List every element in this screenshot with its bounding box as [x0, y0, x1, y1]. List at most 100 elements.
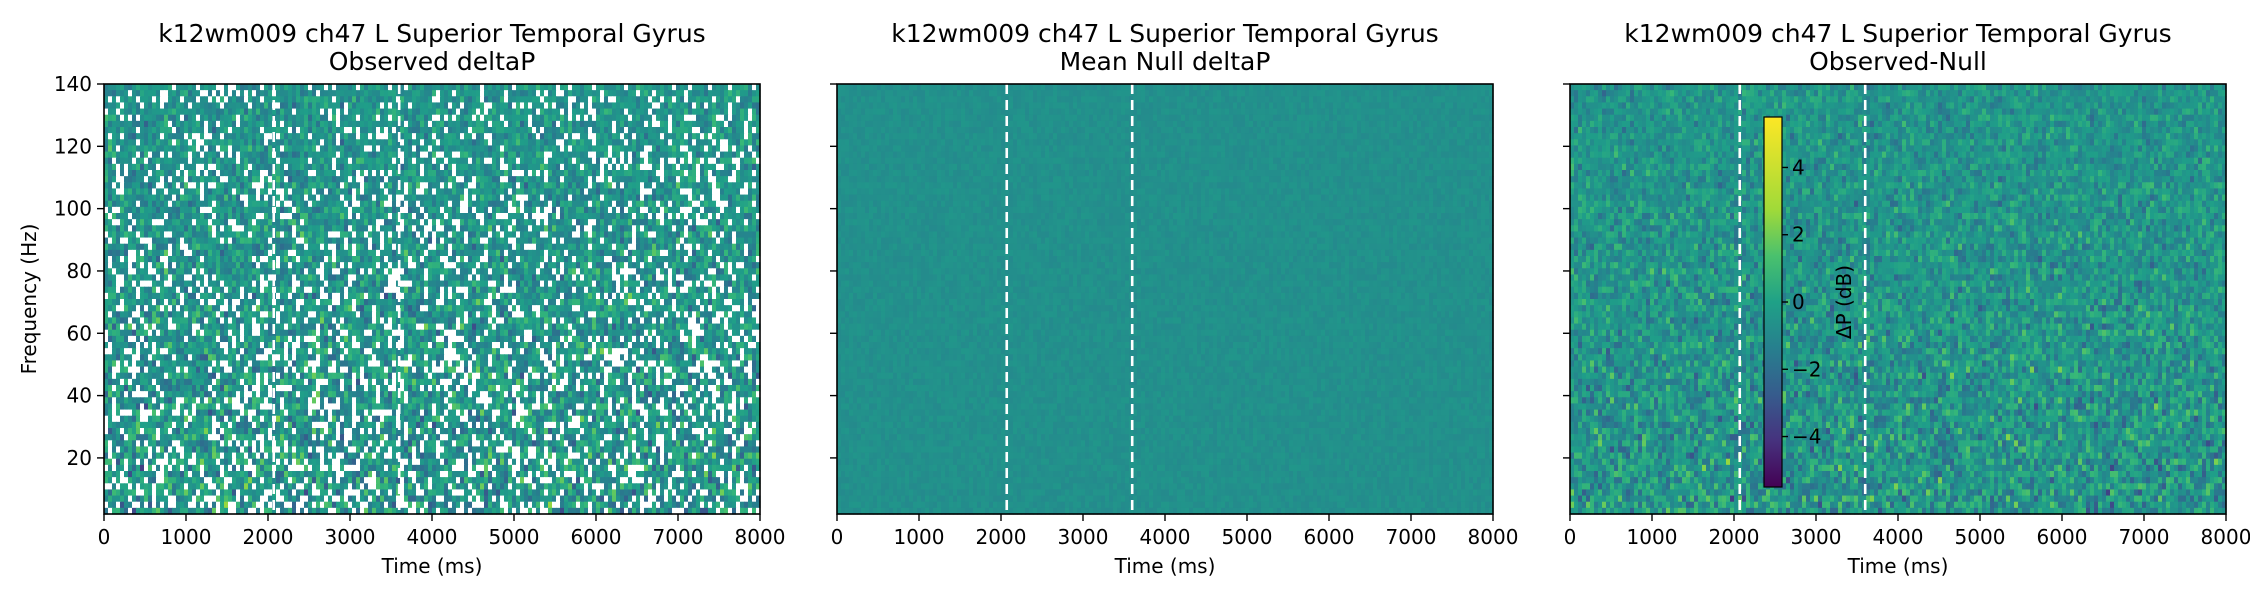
heatmap-cell [692, 145, 697, 152]
heatmap-cell [116, 262, 121, 269]
heatmap-cell [432, 121, 437, 128]
heatmap-cell [416, 170, 421, 177]
heatmap-cell [552, 250, 557, 257]
heatmap-cell [188, 201, 193, 208]
heatmap-cell [660, 176, 665, 183]
heatmap-cell [284, 96, 289, 103]
heatmap-cell [280, 225, 285, 232]
heatmap-cell [144, 213, 149, 220]
heatmap-cell [724, 102, 729, 109]
heatmap-cell [112, 96, 117, 103]
heatmap-cell [244, 213, 249, 220]
heatmap-cell [148, 225, 153, 232]
heatmap-cell [536, 262, 541, 269]
heatmap-cell [712, 90, 717, 97]
heatmap-cell [592, 109, 597, 116]
heatmap-cell [704, 244, 709, 251]
heatmap-cell [264, 262, 269, 269]
heatmap-cell [652, 96, 657, 103]
heatmap-cell [276, 207, 281, 214]
heatmap-cell [308, 225, 313, 232]
heatmap-cell [688, 250, 693, 257]
heatmap-cell [144, 158, 149, 165]
heatmap-cell [156, 84, 161, 91]
heatmap-cell [220, 139, 225, 146]
heatmap-cell [504, 158, 509, 165]
heatmap-cell [288, 188, 293, 195]
heatmap-cell [328, 262, 333, 269]
heatmap-cell [136, 164, 141, 171]
heatmap-cell [124, 231, 129, 238]
heatmap-cell [236, 176, 241, 183]
heatmap-cell [168, 225, 173, 232]
heatmap-cell [188, 127, 193, 134]
heatmap-cell [644, 133, 649, 140]
heatmap-cell [748, 188, 753, 195]
heatmap-cell [332, 262, 337, 269]
heatmap-cell [600, 90, 605, 97]
heatmap-cell [324, 256, 329, 263]
heatmap-cell [136, 121, 141, 128]
heatmap-cell [152, 219, 157, 226]
heatmap-cell [392, 207, 397, 214]
heatmap-cell [684, 207, 689, 214]
heatmap-cell [160, 170, 165, 177]
heatmap-cell [696, 195, 701, 202]
heatmap-cell [376, 250, 381, 257]
heatmap-cell [200, 102, 205, 109]
heatmap-cell [188, 96, 193, 103]
heatmap-cell [436, 244, 441, 251]
heatmap-cell [472, 262, 477, 269]
heatmap-cell [176, 121, 181, 128]
heatmap-cell [496, 96, 501, 103]
heatmap-cell [184, 188, 189, 195]
heatmap-cell [184, 170, 189, 177]
heatmap-cell [564, 164, 569, 171]
heatmap-cell [300, 176, 305, 183]
heatmap-cell [240, 145, 245, 152]
heatmap-cell [240, 238, 245, 245]
heatmap-cell [320, 231, 325, 238]
heatmap-cell [648, 188, 653, 195]
heatmap-cell [480, 188, 485, 195]
heatmap-cell [536, 207, 541, 214]
heatmap-cell [364, 250, 369, 257]
heatmap-cell [748, 231, 753, 238]
heatmap-cell [204, 139, 209, 146]
heatmap-cell [252, 262, 257, 269]
heatmap-cell [240, 225, 245, 232]
heatmap-cell [612, 256, 617, 263]
heatmap-cell [436, 213, 441, 220]
heatmap-cell [256, 127, 261, 134]
heatmap-cell [212, 90, 217, 97]
heatmap-cell [480, 201, 485, 208]
heatmap-cell [616, 170, 621, 177]
heatmap-cell [304, 268, 309, 275]
heatmap-cell [176, 201, 181, 208]
heatmap-cell [424, 182, 429, 189]
heatmap-cell [636, 195, 641, 202]
heatmap-cell [504, 102, 509, 109]
heatmap-cell [320, 256, 325, 263]
heatmap-cell [728, 219, 733, 226]
heatmap-cell [576, 213, 581, 220]
heatmap-cell [664, 176, 669, 183]
heatmap-cell [728, 139, 733, 146]
heatmap-cell [148, 256, 153, 263]
heatmap-cell [132, 127, 137, 134]
heatmap-cell [464, 225, 469, 232]
heatmap-cell [312, 158, 317, 165]
heatmap-cell [504, 262, 509, 269]
heatmap-cell [592, 176, 597, 183]
heatmap-cell [740, 244, 745, 251]
heatmap-cell [308, 145, 313, 152]
heatmap-cell [456, 207, 461, 214]
heatmap-cell [564, 145, 569, 152]
heatmap-cell [292, 170, 297, 177]
heatmap-cell [548, 262, 553, 269]
heatmap-cell [168, 256, 173, 263]
heatmap-cell [524, 207, 529, 214]
heatmap-cell [188, 188, 193, 195]
heatmap-cell [676, 115, 681, 122]
heatmap-cell [176, 139, 181, 146]
